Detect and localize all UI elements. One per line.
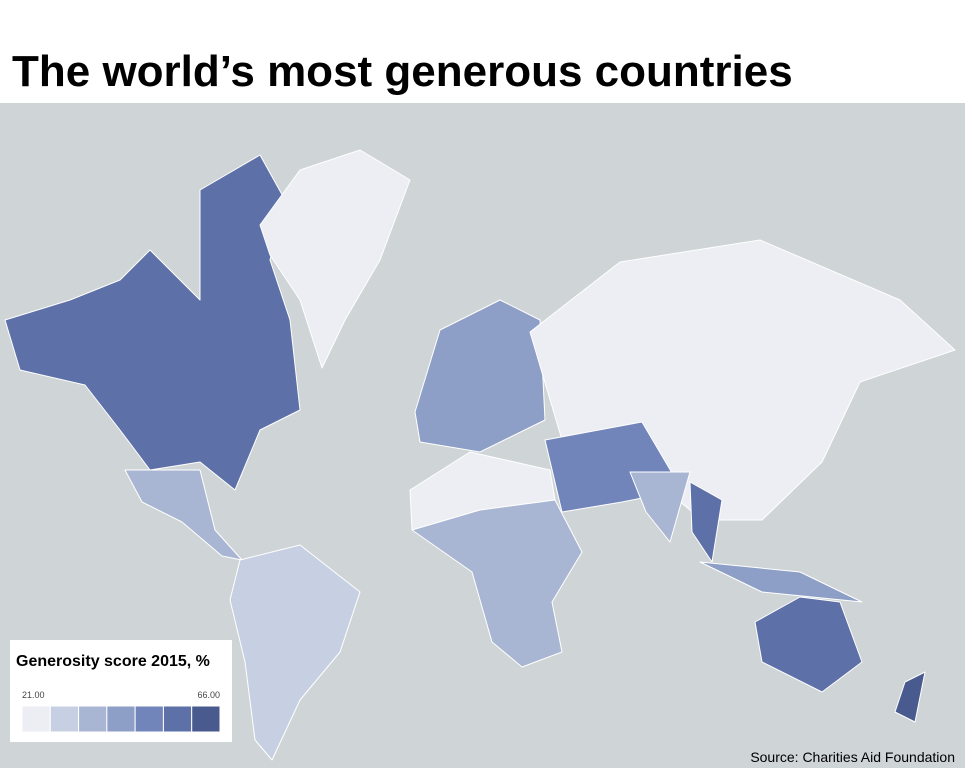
legend-max: 66.00: [197, 690, 220, 700]
legend-swatch: [49, 705, 80, 733]
new-zealand: [894, 671, 926, 723]
north-america: [4, 154, 301, 491]
greenland: [259, 149, 411, 369]
legend-swatch: [106, 705, 136, 733]
southeast-asia: [689, 481, 723, 563]
indonesia: [699, 561, 863, 603]
legend-swatch: [21, 705, 51, 733]
legend-swatch: [78, 705, 108, 733]
legend-swatch: [191, 705, 221, 733]
central-america: [124, 469, 243, 561]
legend-swatch: [134, 705, 164, 733]
header-bg: [0, 0, 965, 103]
india: [629, 471, 691, 543]
legend-min: 21.00: [22, 690, 45, 700]
australia: [754, 596, 863, 693]
title: The world’s most generous countries: [12, 47, 793, 96]
source: Source: Charities Aid Foundation: [750, 749, 955, 765]
legend-title: Generosity score 2015, %: [16, 653, 210, 670]
legend-scale: [21, 705, 221, 733]
africa-south: [411, 499, 583, 668]
south-america: [229, 544, 361, 761]
countries: [4, 149, 956, 761]
legend-swatch: [162, 705, 193, 733]
